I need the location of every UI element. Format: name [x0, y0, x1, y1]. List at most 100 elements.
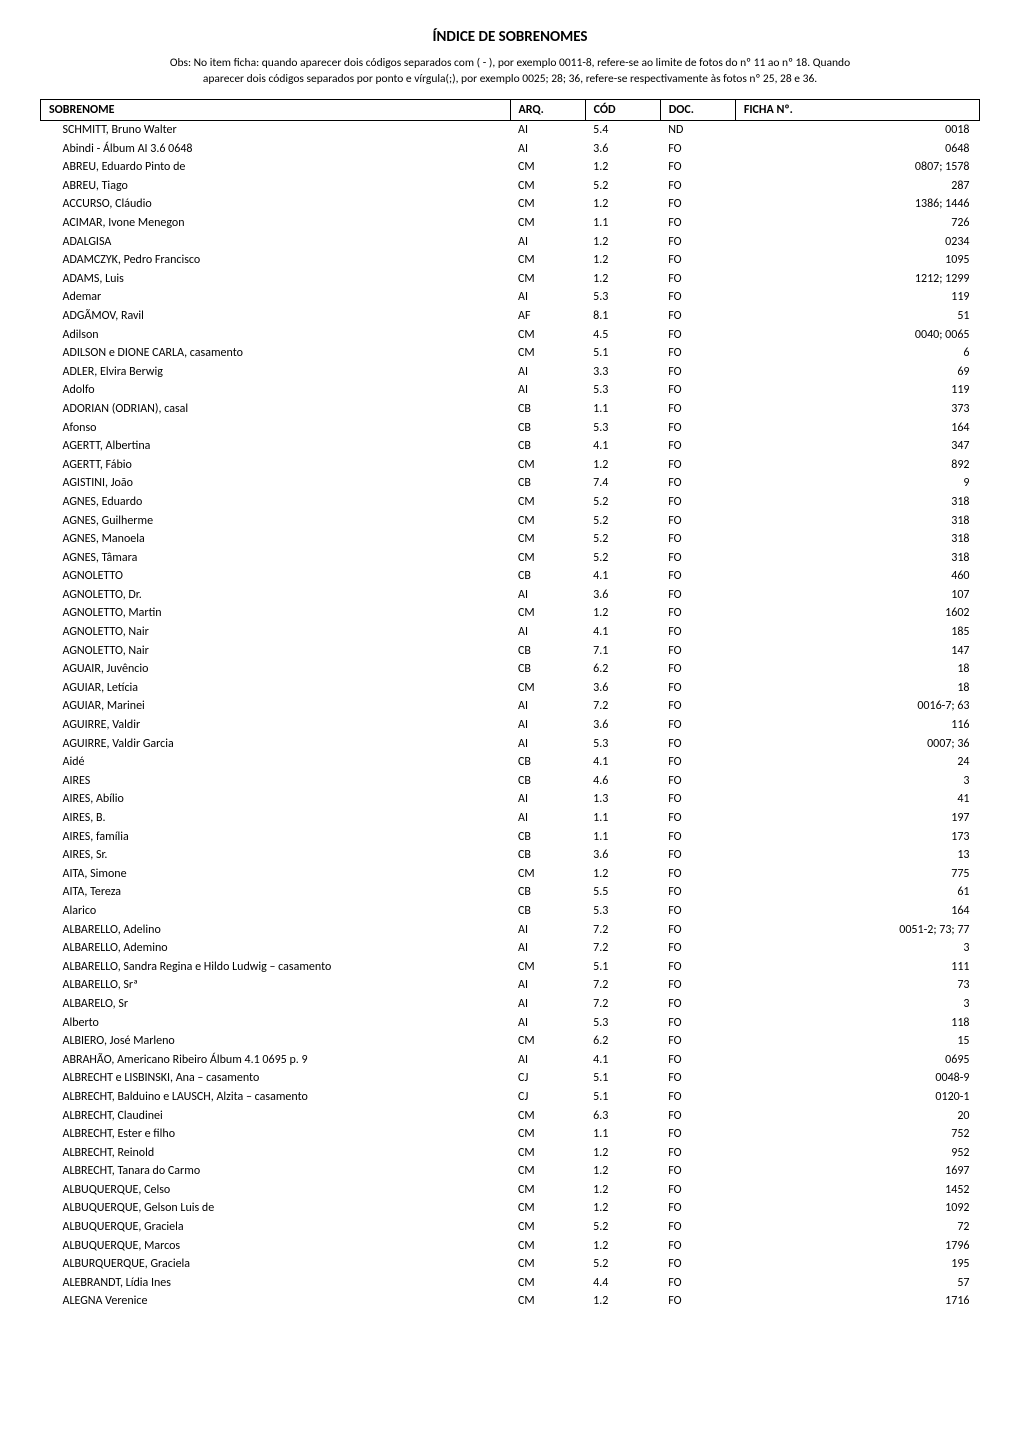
cell-doc: FO: [660, 326, 735, 345]
cell-ficha: 1697: [735, 1162, 979, 1181]
table-row: ALBUQUERQUE, Gelson Luis deCM1.2FO1092: [41, 1199, 980, 1218]
cell-doc: FO: [660, 1162, 735, 1181]
cell-cod: 7.2: [585, 697, 660, 716]
cell-cod: 5.1: [585, 958, 660, 977]
cell-doc: FO: [660, 381, 735, 400]
cell-ficha: 164: [735, 419, 979, 438]
table-header: SOBRENOME ARQ. CÓD DOC. FICHA Nº.: [41, 100, 980, 121]
cell-cod: 5.1: [585, 1088, 660, 1107]
cell-sobrenome: ADAMCZYK, Pedro Francisco: [41, 251, 511, 270]
cell-cod: 1.1: [585, 214, 660, 233]
cell-sobrenome: ABRAHÃO, Americano Ribeiro Álbum 4.1 069…: [41, 1051, 511, 1070]
cell-sobrenome: AIRES, Abílio: [41, 790, 511, 809]
note-line-2: aparecer dois códigos separados por pont…: [203, 72, 817, 86]
cell-ficha: 1092: [735, 1199, 979, 1218]
cell-doc: FO: [660, 604, 735, 623]
cell-doc: FO: [660, 530, 735, 549]
table-row: ADGÃMOV, RavilAF8.1FO51: [41, 307, 980, 326]
table-row: AIRES, famíliaCB1.1FO173: [41, 828, 980, 847]
cell-sobrenome: ALBARELLO, Srª: [41, 976, 511, 995]
cell-cod: 4.1: [585, 437, 660, 456]
cell-sobrenome: Alarico: [41, 902, 511, 921]
cell-ficha: 287: [735, 177, 979, 196]
cell-ficha: 18: [735, 660, 979, 679]
cell-sobrenome: AGUIAR, Letícia: [41, 679, 511, 698]
cell-ficha: 0807; 1578: [735, 158, 979, 177]
cell-ficha: 118: [735, 1014, 979, 1033]
cell-cod: 1.1: [585, 1125, 660, 1144]
cell-doc: FO: [660, 586, 735, 605]
cell-doc: FO: [660, 828, 735, 847]
table-row: AdemarAI5.3FO119: [41, 288, 980, 307]
cell-doc: FO: [660, 902, 735, 921]
cell-doc: FO: [660, 177, 735, 196]
cell-sobrenome: Adolfo: [41, 381, 511, 400]
cell-cod: 5.2: [585, 530, 660, 549]
table-body: SCHMITT, Bruno WalterAI5.4ND0018Abindi -…: [41, 121, 980, 1312]
cell-doc: FO: [660, 623, 735, 642]
cell-ficha: 0040; 0065: [735, 326, 979, 345]
cell-doc: FO: [660, 456, 735, 475]
cell-arq: CM: [510, 251, 585, 270]
cell-arq: CM: [510, 512, 585, 531]
cell-doc: FO: [660, 809, 735, 828]
page-root: ÍNDICE DE SOBRENOMES Obs: No item ficha:…: [0, 0, 1020, 1351]
cell-sobrenome: AGUAIR, Juvêncio: [41, 660, 511, 679]
cell-cod: 1.2: [585, 1237, 660, 1256]
cell-sobrenome: ALEGNA Verenice: [41, 1292, 511, 1311]
table-row: AGNOLETTOCB4.1FO460: [41, 567, 980, 586]
cell-ficha: 116: [735, 716, 979, 735]
cell-arq: CM: [510, 604, 585, 623]
cell-doc: FO: [660, 363, 735, 382]
cell-sobrenome: AGNOLETTO, Dr.: [41, 586, 511, 605]
table-row: ALBURQUERQUE, GracielaCM5.2FO195: [41, 1255, 980, 1274]
cell-ficha: 13: [735, 846, 979, 865]
cell-arq: CJ: [510, 1069, 585, 1088]
cell-sobrenome: Adilson: [41, 326, 511, 345]
cell-cod: 5.2: [585, 1255, 660, 1274]
table-row: SCHMITT, Bruno WalterAI5.4ND0018: [41, 121, 980, 140]
cell-arq: AI: [510, 381, 585, 400]
table-row: ALBRECHT, Tanara do CarmoCM1.2FO1697: [41, 1162, 980, 1181]
cell-arq: CB: [510, 437, 585, 456]
cell-cod: 3.6: [585, 716, 660, 735]
table-row: AGNOLETTO, NairAI4.1FO185: [41, 623, 980, 642]
table-row: ADAMS, LuisCM1.2FO1212; 1299: [41, 270, 980, 289]
cell-ficha: 318: [735, 549, 979, 568]
table-row: ALBARELLO, Sandra Regina e Hildo Ludwig …: [41, 958, 980, 977]
cell-cod: 7.2: [585, 939, 660, 958]
cell-doc: FO: [660, 1125, 735, 1144]
cell-cod: 3.6: [585, 140, 660, 159]
cell-sobrenome: AGNOLETTO: [41, 567, 511, 586]
cell-ficha: 0048-9: [735, 1069, 979, 1088]
cell-cod: 1.2: [585, 195, 660, 214]
table-row: AGUIRRE, Valdir GarciaAI5.3FO0007; 36: [41, 735, 980, 754]
cell-ficha: 3: [735, 939, 979, 958]
cell-sobrenome: Alberto: [41, 1014, 511, 1033]
cell-cod: 1.2: [585, 1144, 660, 1163]
table-row: AlbertoAI5.3FO118: [41, 1014, 980, 1033]
cell-doc: FO: [660, 716, 735, 735]
cell-ficha: 0018: [735, 121, 979, 140]
cell-arq: AI: [510, 697, 585, 716]
table-row: AGNES, ManoelaCM5.2FO318: [41, 530, 980, 549]
cell-arq: CM: [510, 214, 585, 233]
cell-sobrenome: ALBUQUERQUE, Celso: [41, 1181, 511, 1200]
cell-cod: 5.5: [585, 883, 660, 902]
cell-sobrenome: AGNES, Manoela: [41, 530, 511, 549]
table-row: AIRES, B.AI1.1FO197: [41, 809, 980, 828]
cell-doc: FO: [660, 1088, 735, 1107]
cell-arq: CM: [510, 1237, 585, 1256]
cell-ficha: 373: [735, 400, 979, 419]
cell-cod: 7.1: [585, 642, 660, 661]
note-line-1: Obs: No item ficha: quando aparecer dois…: [170, 56, 850, 70]
cell-sobrenome: ADALGISA: [41, 233, 511, 252]
cell-cod: 6.2: [585, 1032, 660, 1051]
cell-ficha: 195: [735, 1255, 979, 1274]
cell-doc: FO: [660, 549, 735, 568]
cell-cod: 1.1: [585, 828, 660, 847]
table-row: ALBRECHT e LISBINSKI, Ana – casamentoCJ5…: [41, 1069, 980, 1088]
cell-arq: CB: [510, 567, 585, 586]
cell-ficha: 0007; 36: [735, 735, 979, 754]
cell-ficha: 57: [735, 1274, 979, 1293]
